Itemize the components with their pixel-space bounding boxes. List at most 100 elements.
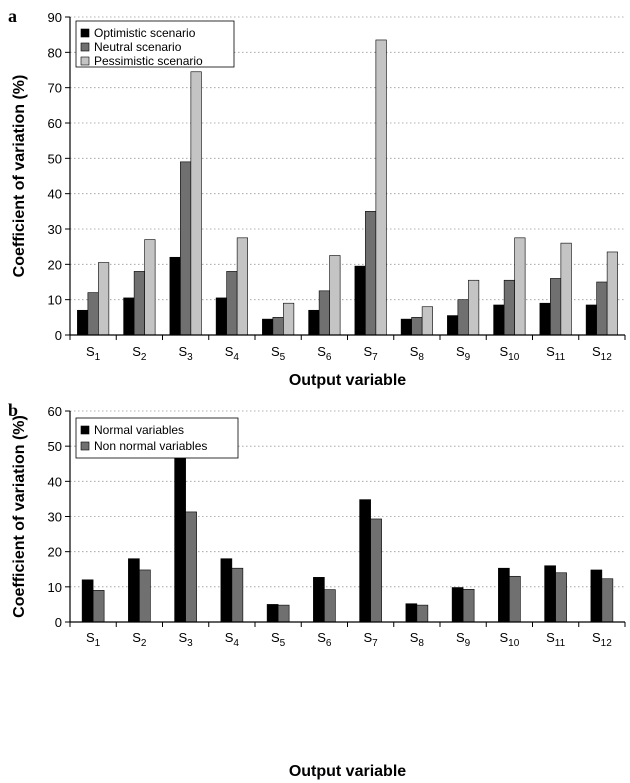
bar-a-s2-c12 bbox=[596, 281, 608, 336]
x-tick-label: S10 bbox=[499, 344, 519, 363]
legend-swatch bbox=[80, 441, 90, 451]
bar-a-s3-c11 bbox=[560, 242, 572, 336]
legend-label: Normal variables bbox=[94, 423, 184, 437]
y-axis-title: Coefficient of variation (%) bbox=[11, 75, 28, 278]
y-tick-label: 40 bbox=[48, 474, 62, 489]
bar-b-s1-c12 bbox=[590, 569, 603, 623]
bar-b-s2-c10 bbox=[509, 575, 521, 623]
x-tick-label: S11 bbox=[546, 630, 565, 649]
y-tick-label: 60 bbox=[48, 116, 62, 131]
x-tick-label: S8 bbox=[410, 630, 425, 649]
bar-b-s2-c2 bbox=[139, 569, 151, 623]
bar-a-s1-c8 bbox=[400, 318, 412, 336]
legend: Normal variables Non normal variables bbox=[75, 417, 239, 459]
bar-a-s1-c5 bbox=[262, 318, 274, 336]
y-tick-label: 40 bbox=[48, 187, 62, 202]
x-tick-label: S6 bbox=[317, 344, 332, 363]
y-tick-label: 70 bbox=[48, 81, 62, 96]
bar-b-s1-c8 bbox=[405, 603, 418, 623]
y-tick-label: 10 bbox=[48, 580, 62, 595]
bar-b-s1-c5 bbox=[266, 604, 279, 623]
x-tick-label: S8 bbox=[410, 344, 425, 363]
bar-a-s2-c3 bbox=[180, 161, 192, 336]
bar-a-s2-c8 bbox=[411, 317, 423, 336]
legend-swatch bbox=[80, 425, 90, 435]
bar-a-s3-c8 bbox=[421, 306, 433, 336]
bar-a-s2-c1 bbox=[87, 292, 99, 336]
x-tick-label: S4 bbox=[225, 630, 240, 649]
legend-label: Optimistic scenario bbox=[94, 26, 196, 40]
x-tick-label: S3 bbox=[179, 344, 194, 363]
bar-a-s3-c12 bbox=[606, 251, 618, 336]
y-tick-label: 20 bbox=[48, 257, 62, 272]
x-tick-label: S11 bbox=[546, 344, 565, 363]
bar-a-s2-c6 bbox=[318, 290, 330, 336]
x-tick-label: S1 bbox=[86, 630, 101, 649]
y-tick-label: 90 bbox=[48, 10, 62, 25]
x-tick-label: S2 bbox=[132, 630, 147, 649]
bar-b-s2-c1 bbox=[92, 590, 105, 623]
x-tick-label: S9 bbox=[456, 344, 471, 363]
y-tick-label: 30 bbox=[48, 510, 62, 525]
x-tick-label: S3 bbox=[179, 630, 194, 649]
bar-a-s3-c3 bbox=[190, 71, 202, 336]
legend-label: Neutral scenario bbox=[94, 40, 182, 54]
x-tick-label: S12 bbox=[592, 344, 612, 363]
y-tick-label: 10 bbox=[48, 293, 62, 308]
bar-a-s1-c2 bbox=[123, 297, 135, 336]
bar-b-s1-c10 bbox=[498, 567, 510, 623]
bar-a-s1-c12 bbox=[585, 304, 597, 336]
legend-swatch bbox=[80, 56, 90, 66]
bar-a-s1-c7 bbox=[354, 265, 366, 336]
bar-b-s1-c9 bbox=[451, 587, 464, 623]
bar-a-s2-c4 bbox=[226, 271, 238, 336]
legend-label: Non normal variables bbox=[94, 439, 207, 453]
bar-b-s1-c7 bbox=[359, 499, 371, 623]
y-tick-label: 30 bbox=[48, 222, 62, 237]
bar-a-s3-c2 bbox=[144, 239, 156, 336]
bar-a-s1-c11 bbox=[539, 302, 551, 336]
bar-a-s1-c9 bbox=[447, 315, 459, 336]
bar-b-s1-c1 bbox=[81, 579, 94, 623]
x-tick-label: S4 bbox=[225, 344, 240, 363]
x-axis-title: Output variable bbox=[289, 372, 406, 389]
bar-a-s2-c5 bbox=[272, 317, 284, 336]
legend-swatch bbox=[80, 28, 90, 38]
x-tick-label: S6 bbox=[317, 630, 332, 649]
bar-a-s1-c6 bbox=[308, 309, 320, 336]
bar-a-s3-c1 bbox=[98, 262, 110, 336]
bar-a-s2-c9 bbox=[457, 299, 469, 336]
bar-a-s1-c10 bbox=[493, 304, 505, 336]
bar-a-s2-c7 bbox=[365, 211, 377, 336]
legend-box bbox=[75, 417, 239, 459]
y-tick-label: 60 bbox=[48, 404, 62, 419]
bar-b-s2-c5 bbox=[277, 604, 290, 623]
bar-b-s1-c3 bbox=[174, 449, 186, 623]
legend-box bbox=[75, 20, 235, 68]
bar-a-s3-c5 bbox=[283, 302, 295, 336]
bar-b-s2-c7 bbox=[370, 518, 382, 623]
bar-b-s2-c11 bbox=[555, 572, 567, 623]
bar-b-s2-c8 bbox=[416, 604, 429, 623]
bar-a-s3-c10 bbox=[514, 237, 526, 336]
bar-b-s1-c11 bbox=[544, 565, 556, 623]
x-tick-label: S5 bbox=[271, 630, 286, 649]
chart-panel-b: 0 10 20 30 40 50 60 S1 S2 S3 S4 S5 S6 S7 S8 S9 S10 S11 S12… bbox=[8, 400, 626, 780]
bar-b-s1-c6 bbox=[313, 577, 325, 623]
y-tick-label: 20 bbox=[48, 545, 62, 560]
x-tick-label: S2 bbox=[132, 344, 147, 363]
x-tick-label: S7 bbox=[364, 630, 379, 649]
bar-a-s3-c4 bbox=[236, 237, 248, 336]
y-tick-label: 0 bbox=[55, 328, 62, 343]
x-tick-label: S7 bbox=[364, 344, 379, 363]
x-axis-title: Output variable bbox=[289, 763, 406, 780]
bar-b-s2-c4 bbox=[231, 567, 244, 623]
bar-a-s2-c10 bbox=[503, 279, 515, 336]
y-axis-title: Coefficient of variation (%) bbox=[11, 415, 28, 618]
y-tick-label: 0 bbox=[55, 615, 62, 630]
bar-a-s3-c7 bbox=[375, 39, 387, 336]
chart-panel-a: 0 10 20 30 40 50 60 70 80 90 S1 S2 S3 S4 S5 S6 S7 S8 S9 S10… bbox=[8, 6, 626, 389]
panel-label: a bbox=[8, 6, 17, 26]
bar-b-s2-c9 bbox=[462, 588, 475, 623]
